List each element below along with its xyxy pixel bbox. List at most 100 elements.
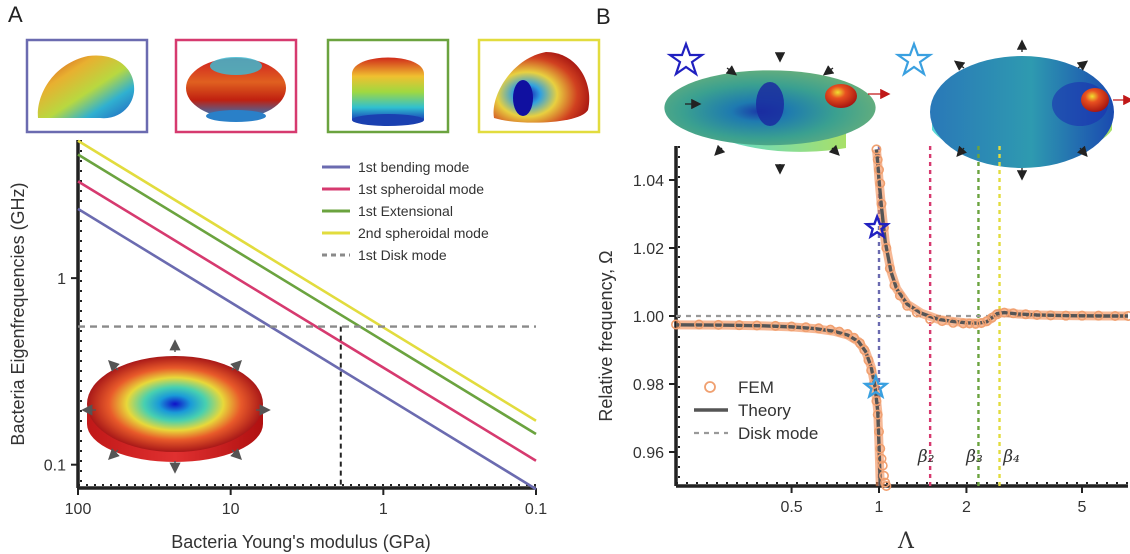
y-tick-label-a: 0.1 [44,458,66,475]
fem-point [911,307,922,318]
x-tick-label-a: 1 [379,501,388,518]
legend-label-b: FEM [738,378,774,397]
fem-point [1110,310,1121,321]
legend-label-a: 1st spheroidal mode [358,181,484,197]
fem-point [751,320,762,331]
fem-point [1093,310,1104,321]
fem-point [881,243,892,254]
legend-label-a: 1st bending mode [358,159,470,175]
mode-thumbnails [25,38,601,134]
fem-point [877,460,888,471]
legend-label-a: 2nd spheroidal mode [358,225,489,241]
legend-label-a: 1st Extensional [358,203,453,219]
legend-label-b: Disk mode [738,424,818,443]
fem-point [902,300,913,311]
y-tick-label-b: 1.02 [633,241,664,258]
fem-point [859,344,870,355]
y-axis-label-a: Bacteria Eigenfrequencies (GHz) [8,182,28,445]
fem-point [1060,310,1071,321]
y-tick-label-b: 0.96 [633,445,664,462]
x-tick-label-a: 0.1 [525,501,547,518]
fem-point [863,355,874,366]
fem-point [874,426,885,437]
legend-swatch-b [704,381,716,393]
y-tick-label-b: 0.98 [633,377,664,394]
x-tick-label-b: 0.5 [780,499,802,516]
fem-point [872,409,883,420]
y-tick-label-b: 1.00 [633,309,664,326]
x-tick-label-b: 1 [875,499,884,516]
panel-a-label: A [8,2,23,27]
fem-point [670,319,681,330]
fem-point [881,480,892,491]
fem-point [871,395,882,406]
fem-point [1008,308,1019,319]
chart-b: 0.5 1 2 5 0.96 0.98 1.00 1.02 1.04 Λ Relative freq… [596,144,1130,554]
y-tick-label-b: 1.04 [633,173,664,190]
legend-label-b: Theory [738,401,791,420]
low-freq-disk-illustration [664,40,891,175]
fem-point [813,323,824,334]
fem-point [770,320,781,331]
fem-point [825,324,836,335]
fem-point [958,318,969,329]
fem-point [1020,309,1031,320]
high-freq-disk-illustration [894,39,1130,181]
theory-branch-1 [874,149,1128,325]
beta-label-2: β₃ [965,447,983,467]
legend-label-a: 1st Disk mode [358,247,447,263]
beta-label-3: β₄ [1002,447,1020,467]
star-icon-light [894,40,934,77]
disk-mode-inset [81,339,271,474]
series-line-3 [77,139,537,422]
second-spheroidal-mode-thumbnail [477,38,601,134]
spheroidal-mode-thumbnail [174,38,298,134]
fem-point [1123,311,1130,321]
fem-point [1045,310,1056,321]
series-line-0 [77,207,537,491]
fem-point [970,318,981,329]
fem-point [937,316,948,327]
fem-point [889,280,900,291]
fem-point [875,178,886,189]
fem-point [734,320,745,331]
fem-point [964,318,975,329]
chart-a: 100 10 1 0.1 0.1 1 Bacteria Young's modulus (G… [8,139,547,552]
fem-point [878,470,889,481]
fem-point [713,319,724,330]
bending-mode-thumbnail [25,38,149,134]
panel-b-illustrations [664,39,1130,181]
x-tick-label-b: 5 [1078,499,1087,516]
star-icon-dark [666,40,706,77]
fem-point [876,453,887,464]
fem-point [1032,309,1043,320]
fem-point [872,154,883,165]
fem-point [871,144,882,155]
fem-point [866,365,877,376]
fem-point [894,290,905,301]
fem-point [925,314,936,325]
fem-point [693,319,704,330]
fem-point [854,338,865,349]
star-marker-1 [861,372,890,400]
theory-branch-0 [675,323,882,487]
series-line-1 [77,180,537,462]
fem-point [786,321,797,332]
fem-point [875,443,886,454]
beta-label-1: β₂ [917,447,935,467]
x-tick-label-b: 2 [962,499,971,516]
x-tick-label-a: 10 [222,501,240,518]
fem-point [884,263,895,274]
fem-point [948,317,959,328]
fem-point [992,309,1003,320]
series-line-2 [77,153,537,436]
extensional-mode-thumbnail [326,38,450,134]
x-axis-label-b: Λ [897,529,915,554]
fem-point [874,164,885,175]
y-axis-label-b: Relative frequency, Ω [596,250,616,421]
x-axis-label-a: Bacteria Young's modulus (GPa) [171,532,431,552]
x-tick-label-a: 100 [65,501,92,518]
star-marker-0 [863,213,891,240]
fem-point [976,318,987,329]
